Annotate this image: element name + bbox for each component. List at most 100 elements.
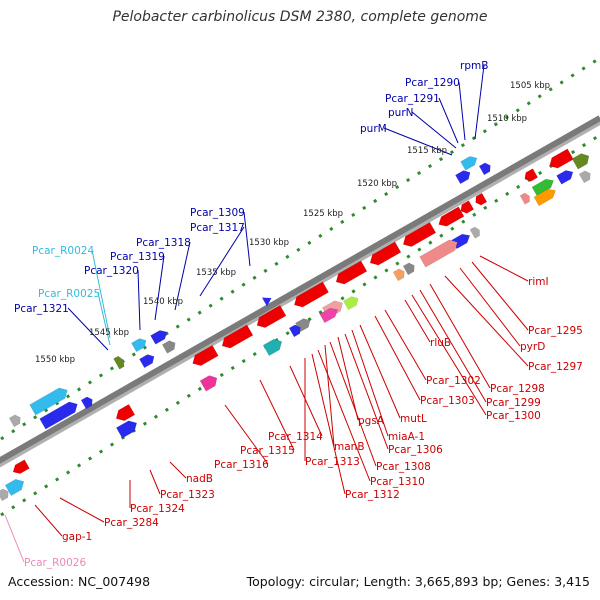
gene-feature[interactable] xyxy=(113,403,136,423)
gene-label-pcar-1308[interactable]: Pcar_1308 xyxy=(376,461,431,473)
gene-feature[interactable] xyxy=(150,328,170,345)
gene-feature[interactable] xyxy=(455,168,472,185)
gene-label-rlub[interactable]: rluB xyxy=(430,337,451,349)
leader-rlub xyxy=(404,299,431,343)
gene-label-manb[interactable]: manB xyxy=(334,441,365,453)
gene-feature[interactable] xyxy=(131,336,148,353)
gene-feature[interactable] xyxy=(458,200,475,216)
leader-pcar-1300 xyxy=(411,294,487,416)
gene-feature[interactable] xyxy=(39,399,81,430)
gene-label-pcar-1299[interactable]: Pcar_1299 xyxy=(486,397,541,409)
gene-label-pcar-1324[interactable]: Pcar_1324 xyxy=(130,503,185,515)
gene-label-pcar-1290[interactable]: Pcar_1290 xyxy=(405,77,460,89)
leader-pcar-1297 xyxy=(444,275,529,367)
gene-feature[interactable] xyxy=(113,355,127,370)
gene-label-pcar-1297[interactable]: Pcar_1297 xyxy=(528,361,583,373)
gene-label-pcar-1303[interactable]: Pcar_1303 xyxy=(420,395,475,407)
gene-label-pcar-1300[interactable]: Pcar_1300 xyxy=(486,410,541,422)
leader-nadb xyxy=(169,461,187,479)
gene-label-rimi[interactable]: rimI xyxy=(528,276,549,288)
gene-label-purm[interactable]: purM xyxy=(360,123,387,135)
gene-feature[interactable] xyxy=(571,151,592,170)
gene-feature[interactable] xyxy=(436,206,465,229)
gene-feature[interactable] xyxy=(402,261,417,276)
gene-feature[interactable] xyxy=(219,324,254,351)
gene-label-pcar-1321[interactable]: Pcar_1321 xyxy=(14,303,69,315)
gene-label-gap-1[interactable]: gap-1 xyxy=(62,531,92,543)
gene-feature[interactable] xyxy=(11,459,30,477)
gene-label-pcar-1323[interactable]: Pcar_1323 xyxy=(160,489,215,501)
gene-feature[interactable] xyxy=(533,186,558,207)
gene-label-pcar-3284[interactable]: Pcar_3284 xyxy=(104,517,159,529)
gene-feature[interactable] xyxy=(139,352,156,369)
gene-label-pcar-1310[interactable]: Pcar_1310 xyxy=(370,476,425,488)
gene-label-pcar-1317[interactable]: Pcar_1317 xyxy=(190,222,245,234)
gene-feature[interactable] xyxy=(367,241,402,268)
gene-label-pcar-r0025[interactable]: Pcar_R0025 xyxy=(38,288,100,300)
gene-feature[interactable] xyxy=(333,260,368,287)
leader-pcar-1323 xyxy=(149,469,161,495)
leader-rpmb xyxy=(474,64,485,140)
gene-feature[interactable] xyxy=(556,168,576,185)
gene-feature[interactable] xyxy=(291,281,329,310)
gene-feature[interactable] xyxy=(519,192,532,205)
gene-label-pcar-1295[interactable]: Pcar_1295 xyxy=(528,325,583,337)
gene-label-pcar-r0026[interactable]: Pcar_R0026 xyxy=(24,557,86,569)
gene-label-pcar-1318[interactable]: Pcar_1318 xyxy=(136,237,191,249)
gene-label-pcar-1306[interactable]: Pcar_1306 xyxy=(388,444,443,456)
gene-feature[interactable] xyxy=(288,323,303,338)
gene-label-pcar-1320[interactable]: Pcar_1320 xyxy=(84,265,139,277)
gene-feature[interactable] xyxy=(460,154,480,171)
gene-feature[interactable] xyxy=(392,267,407,282)
gene-label-pcar-1316[interactable]: Pcar_1316 xyxy=(214,459,269,471)
gene-label-pyrd[interactable]: pyrD xyxy=(520,341,545,353)
gene-feature[interactable] xyxy=(522,168,539,184)
gene-feature[interactable] xyxy=(547,148,574,171)
gene-label-pcar-1319[interactable]: Pcar_1319 xyxy=(110,251,165,263)
gene-feature[interactable] xyxy=(319,305,341,324)
gene-label-pgsa[interactable]: pgsA xyxy=(358,415,385,427)
leader-pcar-1318 xyxy=(174,241,191,311)
gene-feature[interactable] xyxy=(80,395,95,410)
gene-label-pcar-1314[interactable]: Pcar_1314 xyxy=(268,431,323,443)
gene-feature[interactable] xyxy=(0,487,11,502)
gene-feature[interactable] xyxy=(478,161,493,176)
gene-feature[interactable] xyxy=(8,413,23,428)
gene-feature[interactable] xyxy=(262,294,274,307)
gene-label-rpmb[interactable]: rpmB xyxy=(460,60,488,72)
gene-feature[interactable] xyxy=(29,385,71,416)
gene-feature[interactable] xyxy=(115,418,139,439)
gene-label-pcar-1298[interactable]: Pcar_1298 xyxy=(490,383,545,395)
gene-feature[interactable] xyxy=(4,476,27,497)
gene-feature[interactable] xyxy=(469,226,482,239)
gene-feature[interactable] xyxy=(190,345,219,368)
gene-feature[interactable] xyxy=(254,305,287,330)
gene-feature[interactable] xyxy=(262,336,285,357)
gene-label-pcar-1313[interactable]: Pcar_1313 xyxy=(305,456,360,468)
gene-feature[interactable] xyxy=(199,373,220,392)
gene-label-nadb[interactable]: nadB xyxy=(186,473,213,485)
tick-label-1550-kbp: 1550 kbp xyxy=(35,355,75,365)
leader-miaa-1 xyxy=(351,329,389,437)
gene-label-mutl[interactable]: mutL xyxy=(400,413,427,425)
gene-label-pcar-1312[interactable]: Pcar_1312 xyxy=(345,489,400,501)
gene-feature[interactable] xyxy=(578,169,593,184)
leader-rimi xyxy=(479,255,529,282)
gene-feature[interactable] xyxy=(473,192,488,207)
summary-text: Topology: circular; Length: 3,665,893 bp… xyxy=(246,574,590,589)
gene-label-purn[interactable]: purN xyxy=(388,107,414,119)
gene-label-pcar-1309[interactable]: Pcar_1309 xyxy=(190,207,245,219)
gene-feature[interactable] xyxy=(343,294,360,311)
leader-pcar-1299 xyxy=(419,289,487,403)
gene-feature[interactable] xyxy=(419,237,461,268)
gene-feature[interactable] xyxy=(400,222,437,249)
gene-label-pcar-1315[interactable]: Pcar_1315 xyxy=(240,445,295,457)
gene-label-pcar-1302[interactable]: Pcar_1302 xyxy=(426,375,481,387)
gene-label-pcar-r0024[interactable]: Pcar_R0024 xyxy=(32,245,94,257)
leader-pcar-1320 xyxy=(137,269,141,331)
gene-label-pcar-1291[interactable]: Pcar_1291 xyxy=(385,93,440,105)
gene-label-miaa-1[interactable]: miaA-1 xyxy=(388,431,425,443)
gene-feature[interactable] xyxy=(161,339,177,354)
gene-feature[interactable] xyxy=(531,176,556,197)
